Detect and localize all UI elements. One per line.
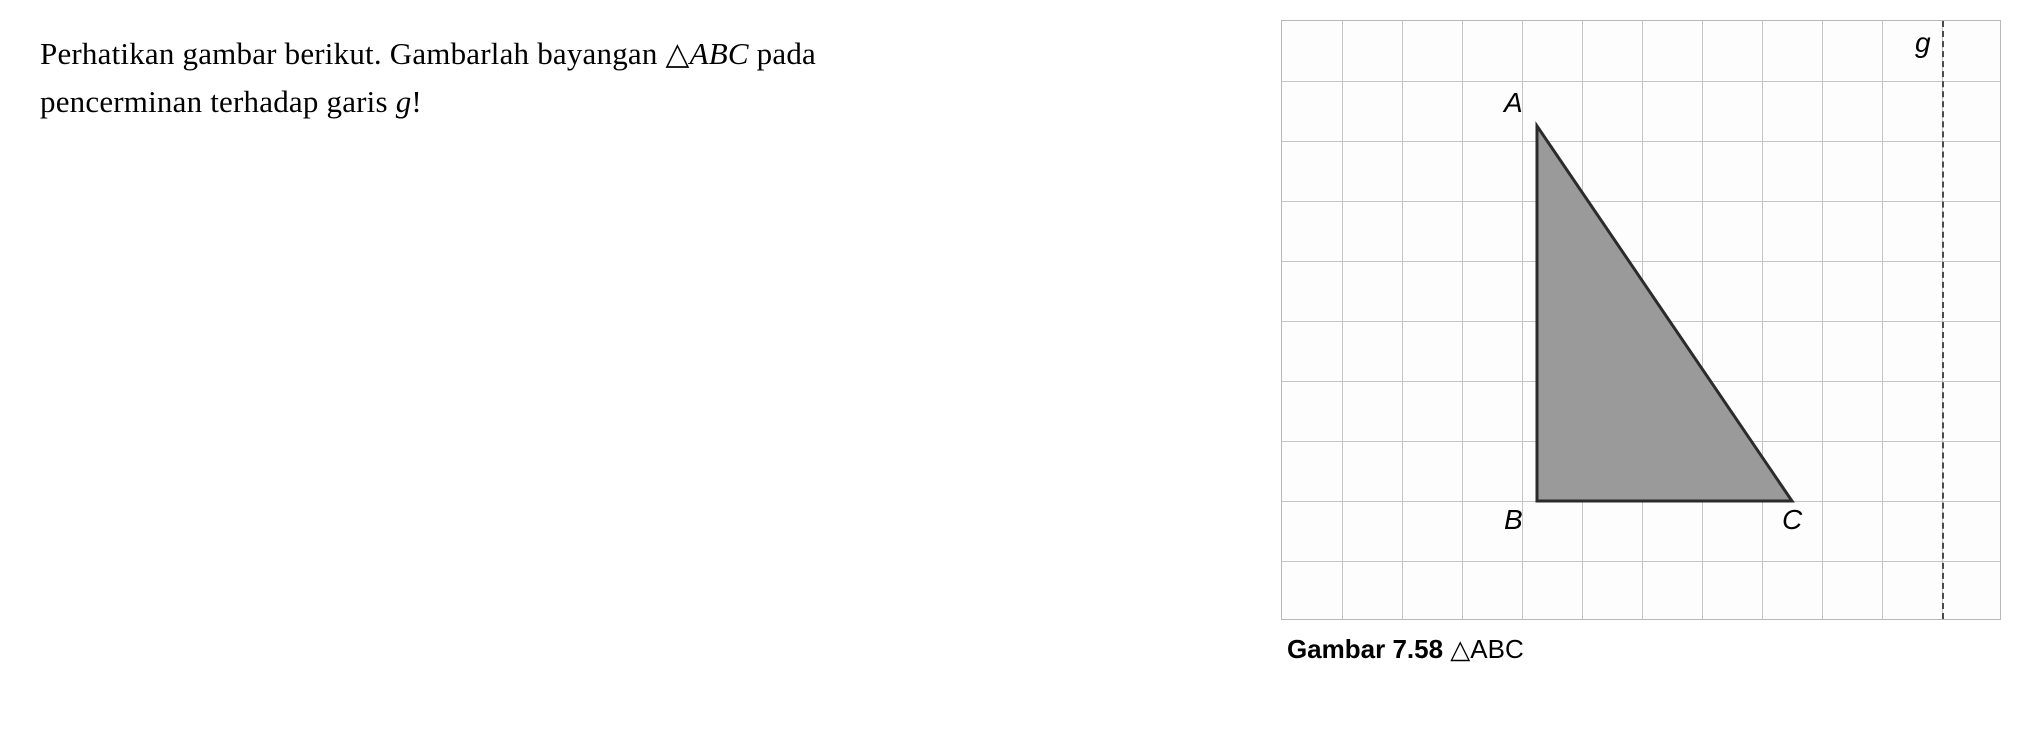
triangle-symbol: △ [666,36,690,71]
problem-text-block: Perhatikan gambar berikut. Gambarlah bay… [40,20,1281,126]
caption-bold: Gambar 7.58 [1287,634,1443,664]
g-label: g [1915,27,1931,59]
prompt-part2a: pencerminan terhadap garis [40,84,396,119]
figure-caption: Gambar 7.58 △ABC [1281,634,1524,665]
triangle-label: ABC [690,36,749,71]
problem-prompt: Perhatikan gambar berikut. Gambarlah bay… [40,30,1251,126]
prompt-part2b: ! [411,84,422,119]
prompt-part1: Perhatikan gambar berikut. Gambarlah bay… [40,36,666,71]
vertex-b-label: B [1504,504,1523,536]
prompt-part1b: pada [749,36,816,71]
figure-block: g A B C Gambar 7.58 △ABC [1281,20,2001,665]
grid-container: g A B C [1281,20,2001,620]
content-wrapper: Perhatikan gambar berikut. Gambarlah bay… [40,20,1979,665]
line-variable: g [396,84,412,119]
vertex-a-label: A [1504,87,1523,119]
vertex-c-label: C [1782,504,1802,536]
triangle-shape [1282,21,2002,621]
caption-rest: △ABC [1443,634,1524,664]
